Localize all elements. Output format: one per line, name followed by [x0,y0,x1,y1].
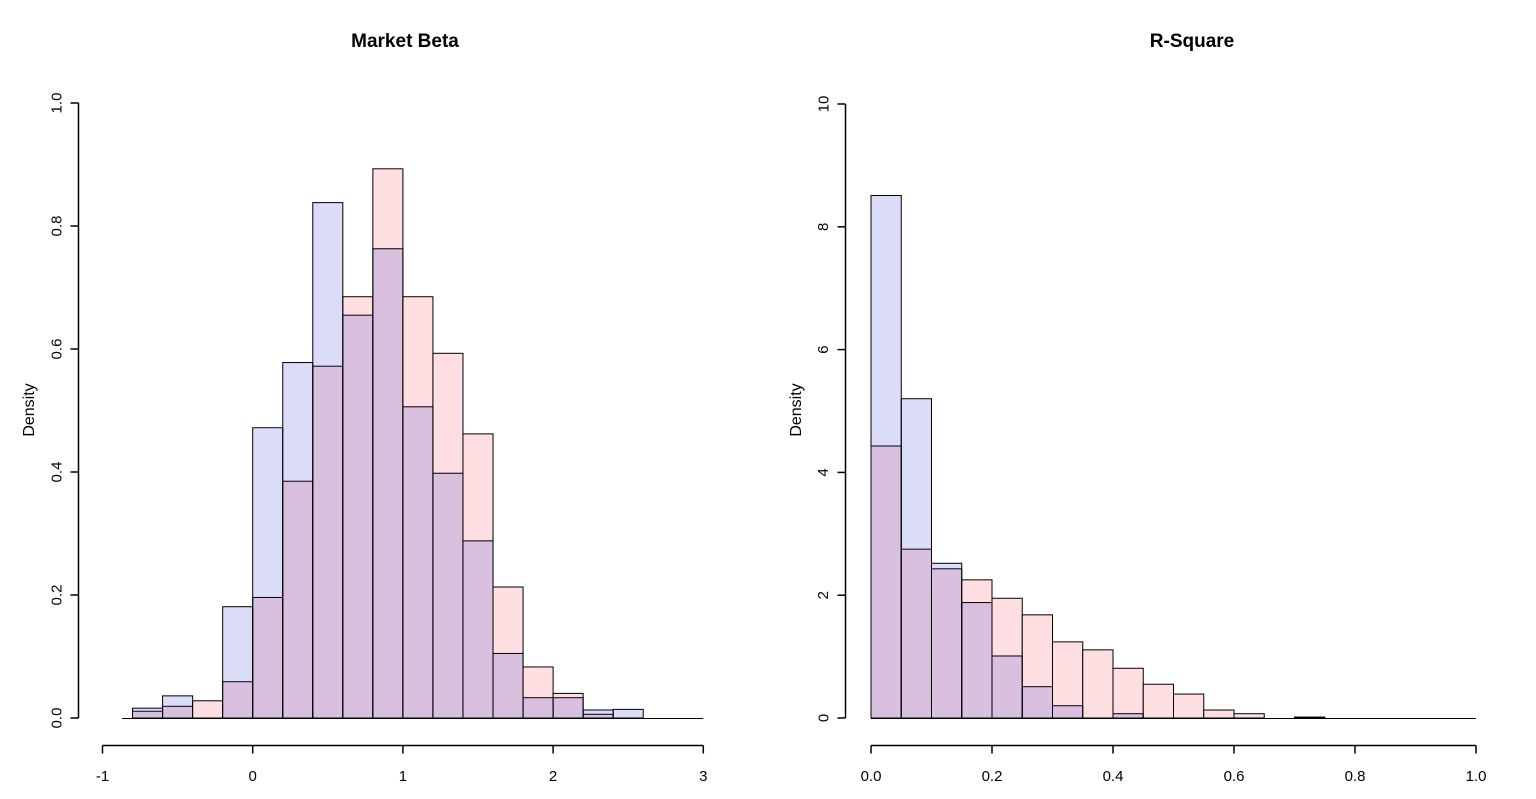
blue-histogram [132,202,644,719]
histogram-bar-pink-histogram [1294,716,1326,719]
y-tick-label: 0 [815,714,832,722]
histogram-bar-blue-histogram [372,248,404,719]
histogram-bar-blue-histogram [1021,686,1053,719]
x-tick-label: 0.2 [982,768,1003,785]
y-tick-label: 6 [815,345,832,353]
histogram-bar-pink-histogram [1142,683,1174,719]
histogram-bar-blue-histogram [222,606,254,719]
x-tick-label: 0 [249,768,257,785]
histogram-bar-pink-histogram [432,352,464,719]
y-tick-label: 10 [815,96,832,113]
x-tick-label: -1 [96,768,109,785]
blue-histogram [870,194,1144,719]
pink-histogram [132,168,614,719]
histogram-bar-blue-histogram [612,708,644,719]
x-tick-label: 0.4 [1103,768,1124,785]
x-tick-label: 0.8 [1345,768,1366,785]
x-tick-label: 0.6 [1224,768,1245,785]
histogram-bar-blue-histogram [870,194,902,719]
histogram-bar-blue-histogram [402,406,434,719]
histogram-bar-pink-histogram [192,700,224,719]
x-tick-label: 0.0 [861,768,882,785]
y-tick-label: 1.0 [48,93,65,114]
y-tick-label: 2 [815,591,832,599]
histogram-bar-pink-histogram [1173,693,1205,719]
y-tick-label: 0.8 [48,216,65,237]
histogram-bar-pink-histogram [1021,614,1053,719]
y-tick-label: 0.2 [48,585,65,606]
y-axis-label-left-density: Density [21,383,38,437]
histogram-bar-pink-histogram [1082,649,1114,719]
y-tick-label: 0.4 [48,462,65,483]
histogram-bar-blue-histogram [342,314,374,719]
histogram-bar-blue-histogram [492,652,524,719]
y-tick-label: 8 [815,223,832,231]
histogram-bar-pink-histogram [870,445,902,719]
histogram-bar-blue-histogram [282,362,314,719]
histogram-bar-pink-histogram [900,548,932,719]
histogram-bar-blue-histogram [931,562,963,719]
histogram-bar-pink-histogram [931,568,963,719]
histogram-bar-blue-histogram [462,540,494,719]
x-tick-label: 1 [399,768,407,785]
y-tick-label: 0.6 [48,339,65,360]
histogram-bar-blue-histogram [312,202,344,719]
histogram-bar-pink-histogram [1203,709,1235,719]
histogram-bar-blue-histogram [162,695,194,719]
histogram-bar-blue-histogram [552,697,584,719]
x-tick-label: 3 [699,768,707,785]
x-tick-label: 2 [549,768,557,785]
histogram-bar-blue-histogram [1052,705,1084,719]
histogram-bar-pink-histogram [1112,667,1144,719]
histogram-bar-pink-histogram [522,666,554,719]
histogram-bar-pink-histogram [492,586,524,719]
y-tick-label: 4 [815,468,832,476]
histogram-bar-blue-histogram [961,602,993,719]
y-tick-label: 0.0 [48,708,65,729]
histogram-bar-blue-histogram [582,709,614,719]
plot-market-beta: -1 0 1 2 3 0.0 0.2 0.4 0.6 0.8 1.0 [48,93,707,785]
histogram-bar-blue-histogram [991,655,1023,719]
histogram-bar-blue-histogram [522,697,554,719]
histogram-bar-blue-histogram [252,427,284,719]
plot-r-square: 0.0 0.2 0.4 0.6 0.8 1.0 0 2 4 6 8 10 [815,96,1486,785]
histogram-bar-blue-histogram [432,472,464,719]
histogram-bar-blue-histogram [900,398,932,719]
histogram-bar-blue-histogram [1112,713,1144,719]
histogram-bar-pink-histogram [1233,713,1265,719]
y-axis-label-right-density: Density [788,383,805,437]
plot-title-market-beta: Market Beta [351,31,459,52]
x-tick-label: 1.0 [1466,768,1487,785]
plot-title-r-square: R-Square [1149,31,1235,52]
histogram-bar-blue-histogram [132,707,164,719]
histogram-bar-pink-histogram [462,433,494,719]
